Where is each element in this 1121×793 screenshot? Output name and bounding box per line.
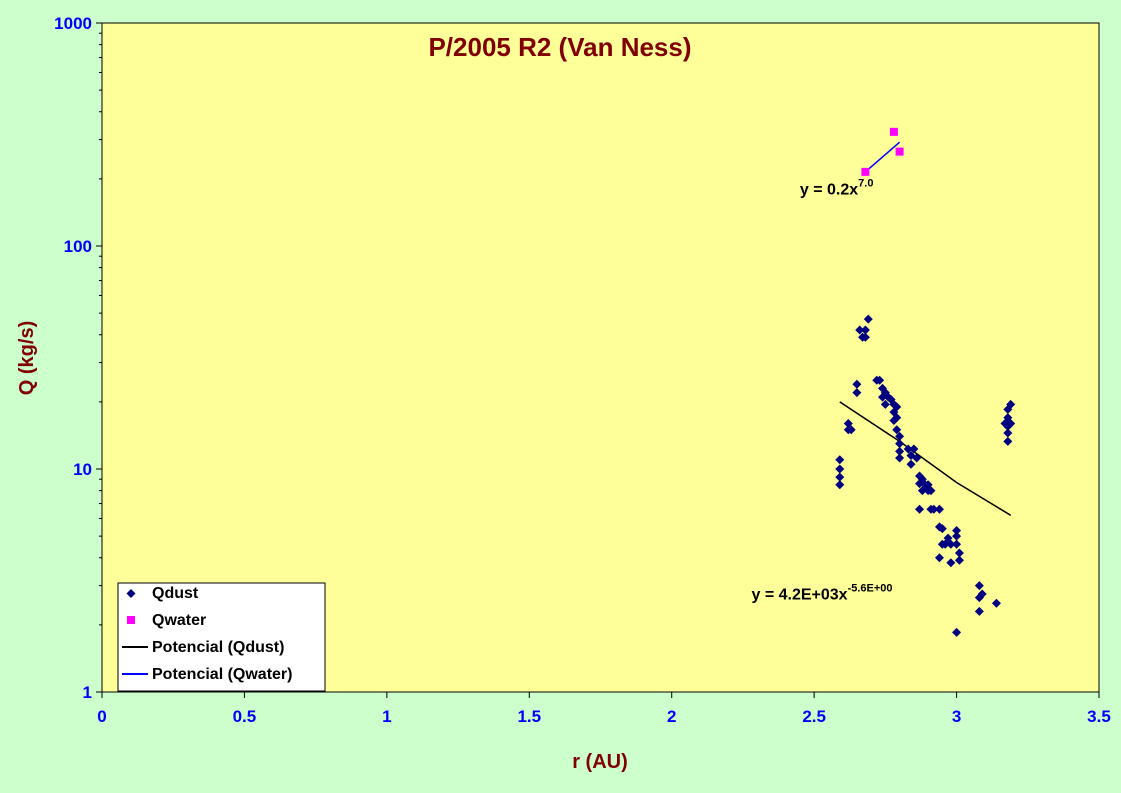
x-tick-label: 1.5 (517, 707, 541, 726)
qdust-point (863, 314, 873, 324)
x-axis-title: r (AU) (572, 751, 628, 773)
qdust-point (952, 627, 962, 637)
plot-area (101, 22, 1100, 693)
qdust-point (860, 332, 870, 342)
qdust-point (895, 439, 905, 449)
qdust-point (974, 581, 984, 591)
qdust-point (880, 399, 890, 409)
qdust-point (835, 472, 845, 482)
qdust-point (1003, 436, 1013, 446)
qdust-point (835, 464, 845, 474)
qdust-point (892, 425, 902, 435)
x-axis: 0 0.5 1 1.5 2 2.5 3 3.5 (97, 691, 1111, 726)
qdust-point (937, 524, 947, 534)
qdust-point (903, 444, 913, 454)
x-tick-label: 2 (667, 707, 676, 726)
y-axis: 1 10 100 1000 (54, 14, 103, 702)
qwater-point (889, 127, 898, 136)
y-tick-label: 1000 (54, 14, 92, 33)
qdust-point (909, 444, 919, 454)
water-fit-equation: y = 0.2x7.0 (800, 178, 874, 199)
legend: Qdust Qwater Potencial (Qdust) Potencial (Q… (117, 582, 326, 692)
qdust-point (952, 525, 962, 535)
series-layer (835, 127, 1016, 637)
legend-label: Potencial (Qdust) (152, 639, 284, 656)
x-tick-label: 0 (97, 707, 106, 726)
qdust-point (835, 455, 845, 465)
qdust-point (915, 504, 925, 514)
qdust-point (952, 531, 962, 541)
qdust-point (946, 539, 956, 549)
x-tick-label: 3 (952, 707, 961, 726)
qdust-point (895, 431, 905, 441)
legend-label: Potencial (Qwater) (152, 666, 292, 683)
qdust-point (835, 480, 845, 490)
qdust-point (843, 418, 853, 428)
qdust-point (1006, 418, 1016, 428)
y-tick-label: 1 (83, 683, 92, 702)
qdust-point (855, 325, 865, 335)
legend-qdust-marker (126, 589, 136, 598)
dust-fit-equation: y = 4.2E+03x-5.6E+00 (751, 582, 892, 603)
qdust-point (952, 539, 962, 549)
qdust-point (977, 589, 987, 599)
qdust-point (954, 555, 964, 565)
qdust-point (934, 504, 944, 514)
qdust-point (892, 413, 902, 423)
qdust-point (912, 453, 922, 463)
legend-label: Qwater (152, 612, 206, 629)
chart-title: P/2005 R2 (Van Ness) (428, 32, 691, 62)
qdust-point (926, 486, 936, 496)
legend-box (117, 582, 326, 692)
qdust-point (852, 379, 862, 389)
x-tick-label: 0.5 (233, 707, 257, 726)
qdust-point (1006, 399, 1016, 409)
qdust-point (946, 558, 956, 568)
qdust-point (860, 325, 870, 335)
x-tick-label: 1 (382, 707, 391, 726)
qdust-point (934, 553, 944, 563)
qdust-point (974, 606, 984, 616)
x-tick-label: 2.5 (802, 707, 826, 726)
qdust-point (892, 402, 902, 412)
qwater-point (895, 147, 904, 156)
qdust-point (895, 453, 905, 463)
qdust-point (929, 504, 939, 514)
qdust-point (991, 598, 1001, 608)
legend-label: Qdust (152, 585, 199, 602)
legend-qwater-marker (127, 616, 135, 624)
qdust-point (846, 425, 856, 435)
qdust-point (906, 459, 916, 469)
qdust-point (954, 548, 964, 558)
qdust-fit-line (839, 401, 1012, 516)
y-tick-label: 10 (73, 460, 92, 479)
qwater-point (861, 167, 870, 176)
qdust-point (875, 375, 885, 385)
qwater-fit-line (864, 141, 901, 173)
x-tick-label: 3.5 (1087, 707, 1111, 726)
qdust-point (895, 446, 905, 456)
y-axis-title: Q (kg/s) (16, 321, 38, 395)
y-tick-label: 100 (64, 237, 92, 256)
qdust-point (852, 388, 862, 398)
qdust-point (1003, 428, 1013, 438)
